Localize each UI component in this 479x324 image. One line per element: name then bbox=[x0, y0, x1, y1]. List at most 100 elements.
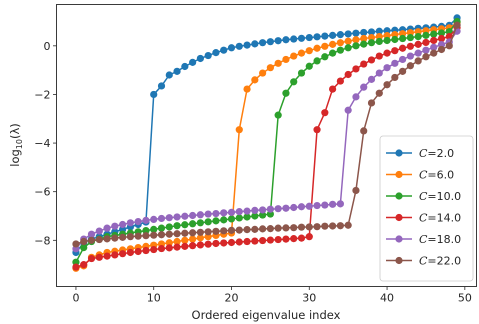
legend: C=2.0C=6.0C=10.0C=14.0C=18.0C=22.0 bbox=[379, 135, 474, 282]
x-tick-label: 20 bbox=[225, 292, 239, 305]
series-2-point bbox=[165, 223, 173, 231]
series-0-point bbox=[165, 71, 173, 79]
series-0-point bbox=[212, 49, 220, 57]
series-2-point bbox=[406, 33, 414, 42]
series-4-point bbox=[383, 64, 391, 72]
series-5-point bbox=[212, 227, 220, 235]
series-3-point bbox=[80, 261, 88, 269]
series-3-point bbox=[414, 40, 422, 48]
series-5-point bbox=[282, 224, 290, 232]
series-3-point bbox=[375, 52, 383, 60]
legend-label-var: C bbox=[419, 147, 428, 160]
series-2-point bbox=[212, 217, 220, 225]
series-3-point bbox=[243, 237, 251, 246]
series-2-point bbox=[150, 225, 158, 233]
series-3-point bbox=[150, 245, 158, 254]
y-axis-label-subscript: 10 bbox=[15, 139, 24, 149]
series-0-point bbox=[173, 67, 181, 75]
series-0-point bbox=[204, 51, 212, 60]
series-0-point bbox=[189, 58, 197, 66]
series-4-point bbox=[406, 52, 414, 60]
legend-label-var: C bbox=[419, 233, 428, 246]
series-1-point bbox=[173, 237, 181, 246]
legend-label: C=14.0 bbox=[419, 212, 461, 225]
series-4-point bbox=[313, 201, 321, 210]
series-4-point bbox=[266, 205, 274, 213]
series-3-point bbox=[437, 34, 446, 43]
series-4-point bbox=[274, 205, 282, 213]
series-3-point bbox=[87, 254, 96, 263]
series-4-point bbox=[399, 55, 407, 64]
series-5-point bbox=[259, 225, 267, 233]
x-tick-label: 50 bbox=[458, 292, 472, 305]
series-0-point bbox=[251, 40, 259, 48]
series-4-point bbox=[290, 203, 298, 212]
series-3-point bbox=[220, 239, 228, 247]
series-1-point bbox=[344, 37, 352, 45]
series-5-point bbox=[383, 81, 391, 89]
series-5-point bbox=[95, 235, 103, 244]
series-layer bbox=[72, 14, 461, 272]
series-2-point bbox=[352, 42, 360, 50]
series-4-point bbox=[87, 230, 96, 238]
x-tick-label: 0 bbox=[72, 292, 79, 305]
series-0-point bbox=[297, 34, 306, 42]
series-3-point bbox=[367, 56, 376, 64]
series-0-point bbox=[196, 54, 204, 63]
series-1-point bbox=[367, 33, 376, 42]
series-5-point bbox=[204, 228, 212, 236]
series-5-point bbox=[243, 226, 251, 234]
series-5-point bbox=[305, 223, 313, 231]
series-4-point bbox=[220, 209, 228, 217]
series-3-point bbox=[406, 42, 414, 50]
series-5-point bbox=[391, 73, 399, 82]
series-4-point bbox=[352, 93, 360, 101]
series-3-point bbox=[111, 251, 119, 259]
series-5-point bbox=[157, 231, 166, 239]
series-2-point bbox=[430, 30, 438, 38]
series-0-point bbox=[344, 30, 352, 38]
series-2-point bbox=[282, 89, 290, 97]
series-3-point bbox=[126, 248, 134, 257]
series-0-point bbox=[321, 32, 329, 40]
series-1-point bbox=[321, 42, 329, 50]
series-0-point bbox=[274, 37, 282, 45]
series-1-point bbox=[297, 49, 306, 57]
series-3-point bbox=[165, 244, 173, 252]
series-4-point bbox=[181, 212, 189, 220]
series-4-point bbox=[119, 220, 127, 229]
series-5-point bbox=[126, 233, 134, 241]
plot-frame bbox=[56, 4, 477, 287]
legend-entry: C=10.0 bbox=[386, 190, 461, 203]
series-3-point bbox=[189, 242, 197, 250]
series-4-point bbox=[367, 75, 376, 83]
series-3-point bbox=[196, 241, 204, 249]
series-2-point bbox=[259, 211, 267, 219]
series-3-point bbox=[181, 242, 189, 250]
series-1-point bbox=[181, 236, 189, 244]
series-2-point bbox=[391, 35, 399, 44]
series-1-point bbox=[360, 34, 368, 43]
series-3-point bbox=[259, 236, 267, 245]
series-3-point bbox=[313, 126, 321, 134]
series-3-point bbox=[212, 239, 220, 248]
series-2-point bbox=[274, 111, 282, 119]
series-0-point bbox=[266, 38, 274, 46]
series-5-point bbox=[422, 53, 430, 61]
series-3-point bbox=[360, 60, 368, 68]
series-1-point bbox=[243, 85, 251, 93]
series-3-point bbox=[297, 234, 306, 242]
series-3-point bbox=[391, 47, 399, 55]
legend-entry: C=2.0 bbox=[386, 147, 454, 160]
series-1-point bbox=[290, 52, 298, 60]
series-5-point bbox=[453, 21, 461, 29]
legend-entries: C=2.0C=6.0C=10.0C=14.0C=18.0C=22.0 bbox=[386, 147, 461, 268]
series-2-point bbox=[367, 39, 376, 47]
legend-marker bbox=[395, 192, 403, 200]
series-3-point bbox=[290, 235, 298, 243]
ticks-layer: 0 10 20 30 40 50 −8 −6 −4 −2 0 bbox=[34, 40, 472, 305]
series-2-point bbox=[344, 44, 352, 52]
y-tick-label: −2 bbox=[34, 88, 50, 101]
series-5-point bbox=[103, 235, 111, 243]
series-2-point bbox=[422, 31, 430, 39]
